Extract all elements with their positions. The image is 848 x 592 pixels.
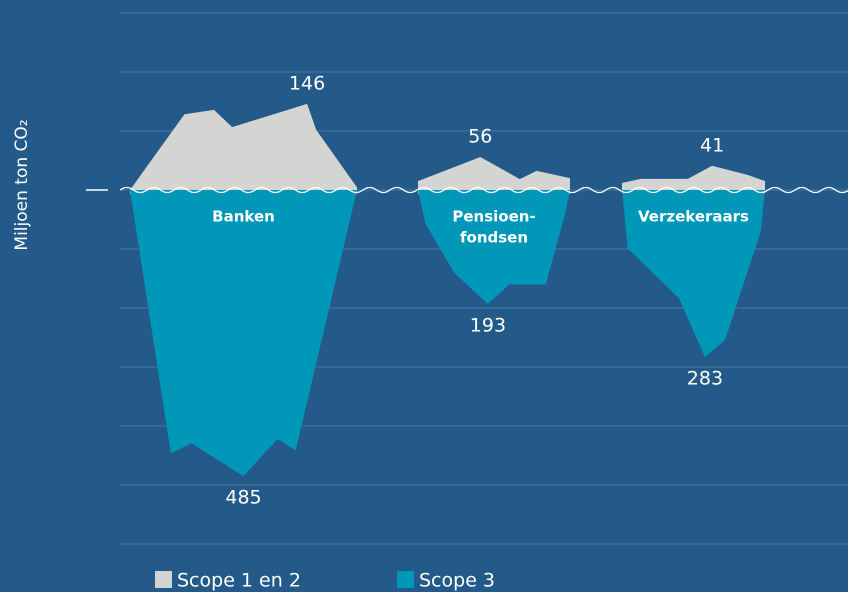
legend-label: Scope 3 xyxy=(419,570,495,592)
value-label: 41 xyxy=(700,134,724,156)
legend-swatch xyxy=(155,571,172,588)
value-label: 485 xyxy=(225,487,261,509)
category-label: Pensioen- xyxy=(452,208,535,226)
waterline xyxy=(119,186,848,194)
value-label: 193 xyxy=(470,314,506,336)
y-axis-label: Miljoen ton CO₂ xyxy=(12,119,32,250)
category-label: fondsen xyxy=(460,229,528,247)
iceberg-bottom xyxy=(622,190,765,357)
iceberg-top xyxy=(130,103,357,194)
iceberg-top xyxy=(418,156,570,194)
legend-label: Scope 1 en 2 xyxy=(177,570,301,592)
iceberg-bottom xyxy=(130,190,357,477)
value-label: 283 xyxy=(687,367,723,389)
legend-swatch xyxy=(397,571,414,588)
iceberg-bottom xyxy=(418,190,570,304)
category-label: Banken xyxy=(212,208,275,226)
value-label: 146 xyxy=(289,72,325,94)
iceberg-top xyxy=(622,165,765,194)
value-label: 56 xyxy=(468,125,492,147)
category-label: Verzekeraars xyxy=(638,208,749,226)
